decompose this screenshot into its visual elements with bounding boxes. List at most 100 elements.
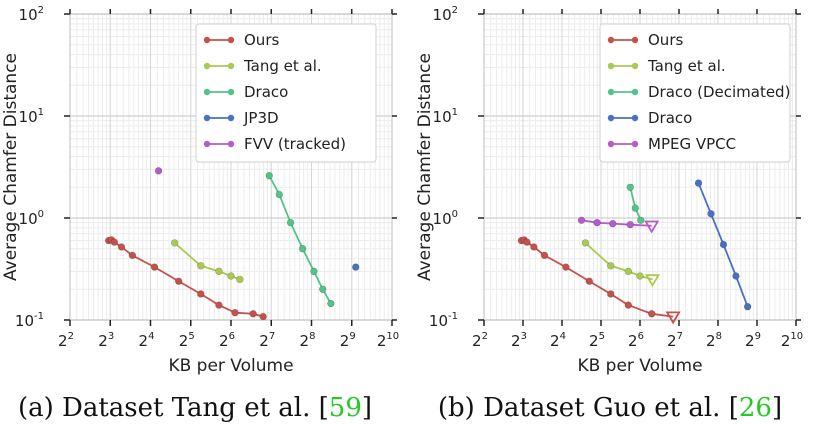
legend-swatch-marker <box>227 140 235 148</box>
data-point <box>585 277 593 285</box>
data-point <box>117 243 126 251</box>
figure-caption: (a) Dataset Tang et al. [59] <box>18 393 372 423</box>
data-point <box>352 263 360 271</box>
data-point <box>631 204 640 212</box>
y-axis-label: Average Chamfer Distance <box>1 53 21 281</box>
data-point-triangle <box>644 274 661 288</box>
x-tick-label: 210 <box>781 331 803 350</box>
x-tick-label: 26 <box>219 331 235 350</box>
legend-label: Ours <box>244 31 279 49</box>
legend-frame <box>599 23 791 163</box>
legend-frame <box>195 23 377 163</box>
x-tick-label: 29 <box>745 331 761 350</box>
data-point <box>626 183 634 191</box>
legend-swatch-marker <box>227 88 235 96</box>
data-point <box>128 251 137 260</box>
y-tick-label: 100 <box>433 209 458 228</box>
legend-swatch-marker <box>607 36 615 44</box>
legend-swatch-marker <box>227 36 235 44</box>
legend-swatch-marker <box>227 114 235 122</box>
legend-swatch-marker <box>607 114 615 122</box>
x-tick-label: 27 <box>259 331 275 350</box>
series-mpeg-vpcc <box>577 216 660 234</box>
legend-swatch-marker <box>607 88 615 96</box>
legend-swatch-marker <box>203 88 211 96</box>
data-point <box>626 220 634 229</box>
legend-label: FVV (tracked) <box>244 135 346 153</box>
data-point <box>231 308 239 317</box>
data-point <box>215 267 223 276</box>
series-tang-et-al <box>170 239 244 284</box>
legend: Ours Tang et al. Draco JP3D FVV (tracked) <box>195 23 377 163</box>
legend-label: Draco (Decimated) <box>648 83 790 101</box>
data-point-triangle <box>665 311 681 325</box>
data-point <box>110 238 118 246</box>
data-point <box>581 239 590 247</box>
series-draco <box>265 171 335 308</box>
data-point <box>174 277 183 285</box>
legend-label: Draco <box>648 109 692 127</box>
legend-swatch-marker <box>607 140 615 148</box>
y-tick-label: 102 <box>433 5 458 24</box>
x-tick-label: 24 <box>550 331 566 350</box>
data-point <box>607 290 615 298</box>
x-tick-label: 25 <box>589 331 605 350</box>
data-point <box>732 272 740 280</box>
legend-label: Draco <box>244 83 288 101</box>
data-point <box>624 267 632 276</box>
data-point <box>636 272 644 280</box>
x-tick-label: 28 <box>706 331 722 350</box>
data-point <box>197 262 205 270</box>
y-tick-label: 102 <box>19 5 44 24</box>
legend: Ours Tang et al. Draco (Decimated) Draco MPE… <box>599 23 791 163</box>
x-tick-label: 27 <box>667 331 683 350</box>
data-point <box>593 218 601 227</box>
legend-swatch-marker <box>631 36 639 44</box>
x-tick-label: 210 <box>377 331 399 350</box>
series-tang-et-al <box>581 239 661 288</box>
x-tick-label: 23 <box>511 331 527 350</box>
data-point <box>647 310 656 318</box>
data-point <box>286 218 295 227</box>
series-ours <box>517 236 681 325</box>
legend-swatch-marker <box>203 36 211 44</box>
x-axis-label: KB per Volume <box>577 356 702 376</box>
data-point <box>523 238 531 246</box>
data-point <box>577 216 586 224</box>
y-tick-label: 101 <box>19 107 44 126</box>
legend-label: JP3D <box>243 109 279 127</box>
data-point <box>707 210 715 218</box>
legend-swatch-marker <box>631 62 639 70</box>
x-tick-label: 25 <box>179 331 195 350</box>
data-point <box>327 299 335 308</box>
legend-label: Ours <box>648 31 683 49</box>
data-point <box>215 301 223 309</box>
legend-swatch-marker <box>631 140 639 148</box>
citation-link[interactable]: 26 <box>739 393 772 423</box>
y-tick-label: 100 <box>19 209 44 228</box>
legend-label: MPEG VPCC <box>648 135 736 153</box>
data-point <box>154 167 163 175</box>
series-draco-decimated <box>626 183 645 224</box>
legend-swatch-marker <box>227 62 235 70</box>
data-point <box>719 240 728 249</box>
x-tick-label: 24 <box>139 331 155 350</box>
y-tick-label: 10-1 <box>429 311 458 330</box>
legend-swatch-marker <box>631 114 639 122</box>
data-point <box>637 216 645 224</box>
data-point <box>259 312 267 321</box>
legend-swatch-marker <box>203 140 211 148</box>
x-tick-label: 23 <box>98 331 114 350</box>
data-point <box>170 239 179 247</box>
data-point <box>150 263 159 271</box>
citation-link[interactable]: 59 <box>329 393 362 423</box>
figure-caption: (b) Dataset Guo et al. [26] <box>438 393 782 423</box>
x-tick-label: 22 <box>58 331 74 350</box>
legend-swatch-marker <box>607 62 615 70</box>
legend-swatch-marker <box>203 114 211 122</box>
data-point-triangle <box>644 220 660 234</box>
legend-label: Tang et al. <box>243 57 322 75</box>
data-point <box>608 219 617 228</box>
data-point <box>530 243 538 251</box>
